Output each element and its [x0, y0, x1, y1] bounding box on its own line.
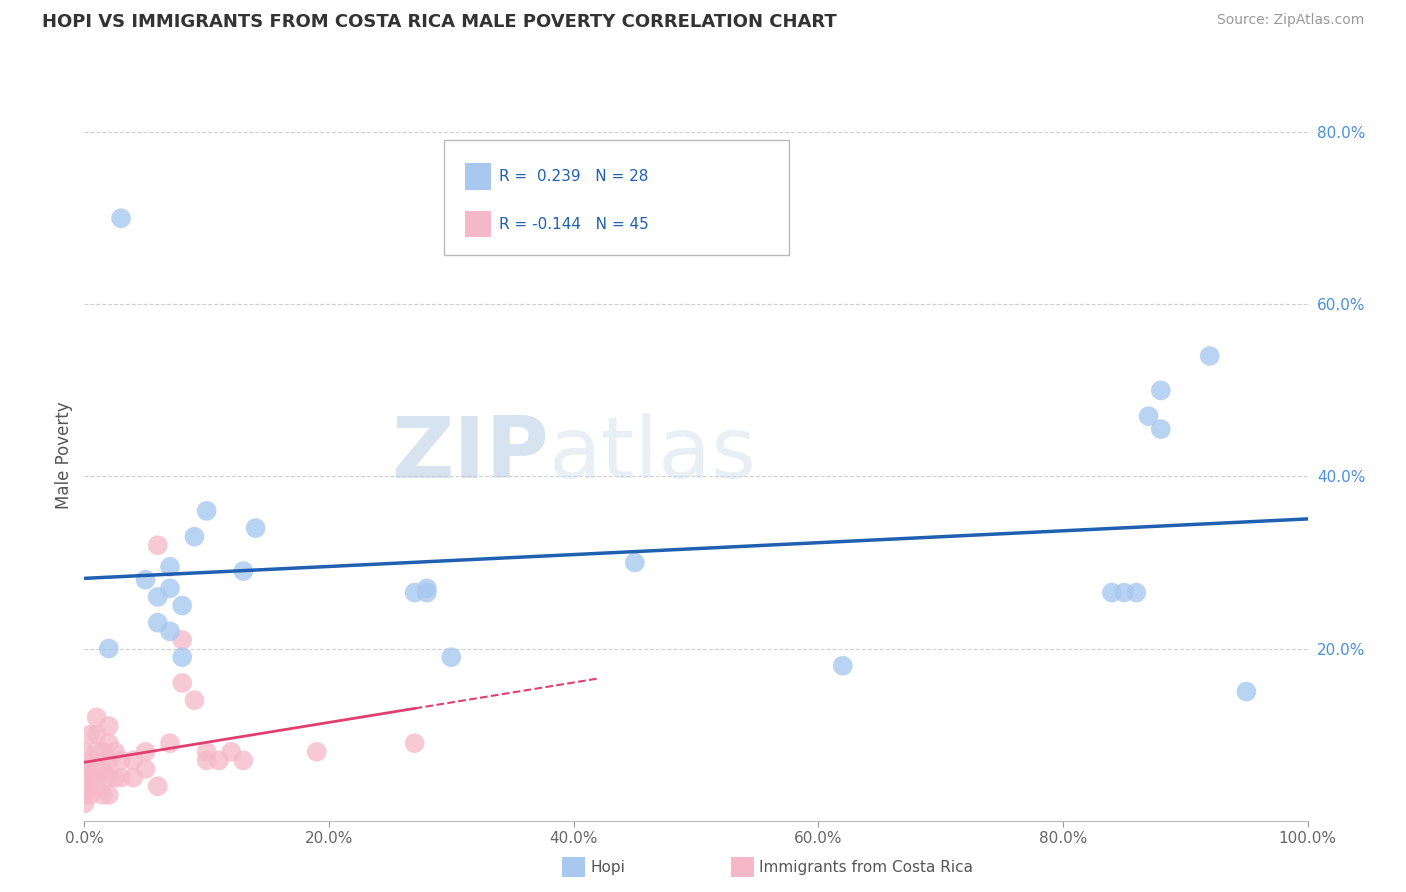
Point [159, 736, 181, 750]
Point [86, 728, 108, 742]
Point [73, 797, 96, 811]
Text: R = -0.144   N = 45: R = -0.144 N = 45 [499, 217, 650, 232]
Point [1150, 422, 1173, 436]
Point [416, 585, 439, 599]
Point [208, 753, 231, 767]
Point [183, 693, 205, 707]
Point [1114, 585, 1136, 599]
Point [146, 779, 169, 793]
Point [146, 538, 169, 552]
Point [122, 771, 145, 785]
Point [110, 771, 132, 785]
Point [219, 745, 242, 759]
Text: Source: ZipAtlas.com: Source: ZipAtlas.com [1216, 13, 1364, 28]
Point [1234, 684, 1257, 698]
Point [146, 615, 169, 630]
Point [1150, 384, 1173, 398]
Point [79, 728, 101, 742]
Point [440, 650, 463, 665]
Point [86, 771, 108, 785]
Point [91, 745, 114, 759]
Point [831, 658, 853, 673]
Point [183, 530, 205, 544]
Point [91, 788, 114, 802]
Point [97, 788, 120, 802]
Y-axis label: Male Poverty: Male Poverty [55, 401, 73, 508]
Point [73, 762, 96, 776]
Point [110, 211, 132, 226]
Point [73, 788, 96, 802]
Point [1101, 585, 1123, 599]
Point [86, 745, 108, 759]
Point [86, 779, 108, 793]
Point [404, 585, 426, 599]
Point [135, 762, 157, 776]
Point [232, 564, 254, 578]
Point [245, 521, 267, 535]
Point [159, 559, 181, 574]
Point [97, 719, 120, 733]
Point [305, 745, 328, 759]
Point [97, 771, 120, 785]
Point [404, 736, 426, 750]
Point [195, 753, 218, 767]
Point [232, 753, 254, 767]
Point [73, 771, 96, 785]
Point [172, 599, 194, 613]
Point [135, 745, 157, 759]
Point [159, 582, 181, 596]
Point [624, 556, 647, 570]
Point [195, 745, 218, 759]
Point [172, 632, 194, 647]
Point [73, 745, 96, 759]
Point [416, 582, 439, 596]
Point [79, 771, 101, 785]
Text: ZIP: ZIP [391, 413, 550, 497]
Text: HOPI VS IMMIGRANTS FROM COSTA RICA MALE POVERTY CORRELATION CHART: HOPI VS IMMIGRANTS FROM COSTA RICA MALE … [42, 13, 837, 31]
Point [122, 753, 145, 767]
Point [172, 676, 194, 690]
Point [135, 573, 157, 587]
Point [104, 745, 127, 759]
Point [97, 753, 120, 767]
Text: atlas: atlas [550, 413, 758, 497]
Text: R =  0.239   N = 28: R = 0.239 N = 28 [499, 169, 648, 184]
Point [1125, 585, 1147, 599]
Point [1137, 409, 1160, 424]
Point [79, 788, 101, 802]
Point [73, 779, 96, 793]
Point [146, 590, 169, 604]
Point [159, 624, 181, 639]
Text: Hopi: Hopi [591, 860, 626, 874]
Point [97, 641, 120, 656]
Point [86, 762, 108, 776]
Point [195, 504, 218, 518]
Point [97, 736, 120, 750]
Point [104, 771, 127, 785]
Text: Immigrants from Costa Rica: Immigrants from Costa Rica [759, 860, 973, 874]
Point [86, 710, 108, 724]
Point [91, 762, 114, 776]
Point [110, 753, 132, 767]
Point [79, 753, 101, 767]
Point [172, 650, 194, 665]
Point [1198, 349, 1220, 363]
